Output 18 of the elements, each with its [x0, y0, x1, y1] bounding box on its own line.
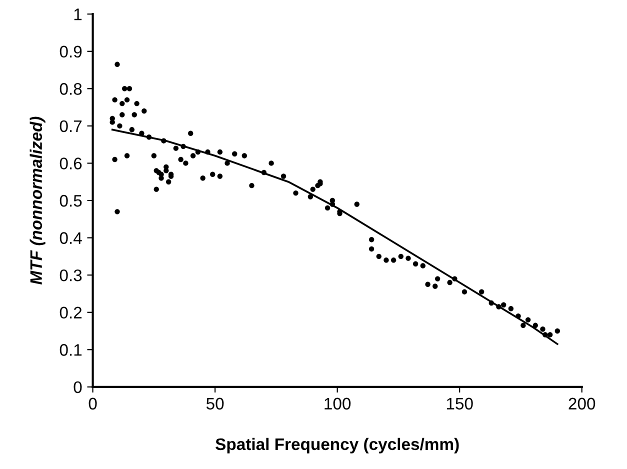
y-axis-title: MTF (nonnormalized)	[30, 116, 46, 284]
y-tick-label: 0.1	[60, 344, 82, 356]
x-tick-label: 50	[206, 398, 224, 410]
x-axis-title: Spatial Frequency (cycles/mm)	[216, 438, 459, 454]
x-tick-label: 150	[446, 398, 473, 410]
y-tick-label: 0.6	[60, 158, 82, 170]
y-tick-label: 1	[74, 8, 82, 20]
y-tick-label: 0.8	[60, 83, 82, 95]
y-tick-label: 0.3	[60, 269, 82, 282]
x-tick-label: 0	[88, 398, 97, 410]
y-tick-label: 0.9	[60, 46, 82, 58]
x-tick-label: 100	[324, 398, 351, 410]
y-tick-label: 0.5	[60, 194, 82, 207]
y-tick-label: 0.7	[60, 120, 82, 132]
x-tick-label: 200	[568, 398, 596, 410]
y-tick-label: 0.4	[60, 232, 82, 244]
y-tick-label: 0.2	[60, 306, 82, 319]
y-tick-label: 0	[74, 381, 82, 394]
